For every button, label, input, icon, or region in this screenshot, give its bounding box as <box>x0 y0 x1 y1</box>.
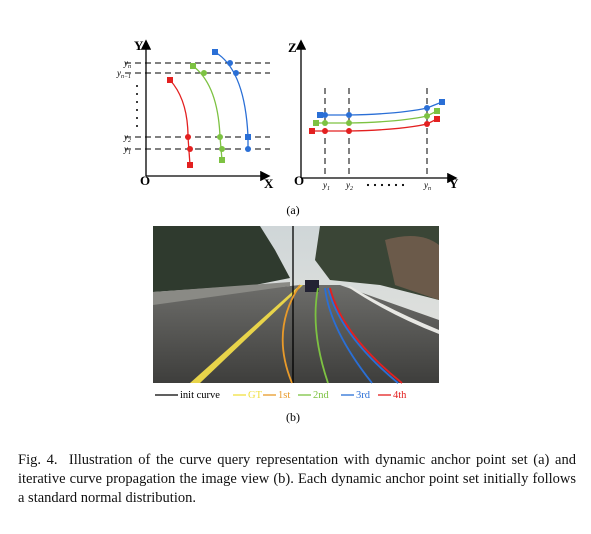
tick-label: y1 <box>322 180 330 192</box>
tick-label: yn <box>123 58 131 70</box>
legend-label: 3rd <box>356 390 371 401</box>
panel-label: (b) <box>286 410 300 424</box>
tick-label: y2 <box>123 132 131 144</box>
tick-label: y2 <box>345 180 353 192</box>
origin-label: O <box>140 173 150 188</box>
legend-label: init curve <box>180 390 220 401</box>
road-image <box>153 226 439 384</box>
axis-label: Y <box>134 38 144 53</box>
right-diagram <box>295 39 458 187</box>
legend-label: GT <box>248 390 263 401</box>
figure: Y X O yn yn−1 y2 y1 Z Y O y1 y2 yn (a) <box>116 38 459 424</box>
axis-label: Z <box>288 40 297 55</box>
panel-label: (a) <box>286 203 299 217</box>
tick-label: yn <box>423 180 431 192</box>
axis-label: X <box>264 176 274 191</box>
tick-label: yn−1 <box>116 68 131 80</box>
legend-label: 4th <box>393 390 407 401</box>
legend-label: 2nd <box>313 390 330 401</box>
legend-label: 1st <box>278 390 290 401</box>
legend: init curve GT 1st 2nd 3rd 4th <box>155 390 407 401</box>
caption: Fig. 4. Illustration of the curve query … <box>18 451 576 508</box>
origin-label: O <box>294 173 304 188</box>
axis-label: Y <box>449 176 459 191</box>
caption-label: Fig. 4. <box>18 452 58 468</box>
tick-label: y1 <box>123 144 131 156</box>
caption-text: Illustration of the curve query represen… <box>18 452 576 506</box>
left-diagram <box>125 39 271 182</box>
